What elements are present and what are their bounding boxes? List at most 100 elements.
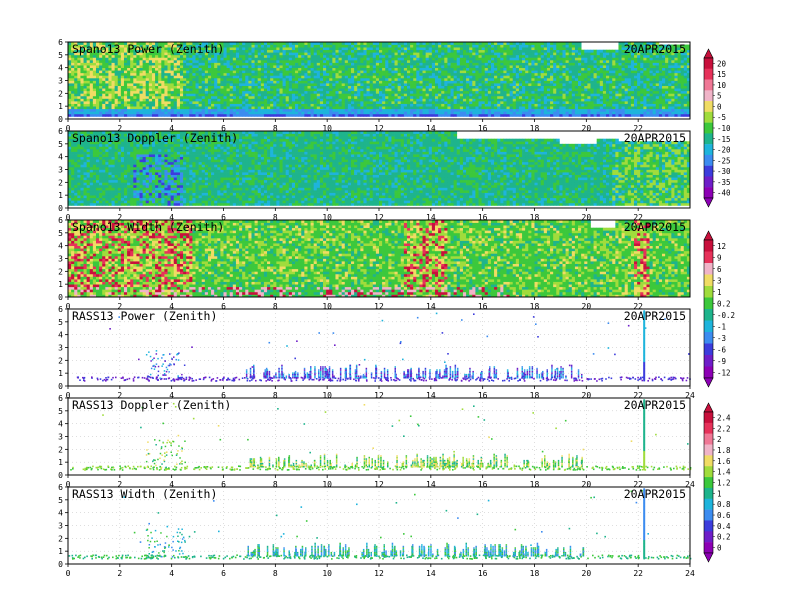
heatmap-cell <box>179 59 184 63</box>
heatmap-cell <box>497 62 501 66</box>
heatmap-cell <box>431 47 436 51</box>
heatmap-cell <box>490 93 495 97</box>
heatmap-cell <box>506 98 510 102</box>
heatmap-cell <box>105 62 109 66</box>
heatmap-cell <box>354 54 358 58</box>
heatmap-cell <box>462 77 467 81</box>
heatmap-cell <box>354 98 358 102</box>
heatmap-cell <box>512 93 517 97</box>
heatmap-cell <box>509 95 514 99</box>
heatmap-cell <box>295 65 299 69</box>
heatmap-cell <box>475 80 479 84</box>
heatmap-cell <box>102 65 106 69</box>
heatmap-cell <box>282 42 287 45</box>
heatmap-cell <box>506 72 510 76</box>
heatmap-cell <box>204 62 209 66</box>
heatmap-cell <box>410 90 414 94</box>
heatmap-cell <box>71 103 75 107</box>
heatmap-cell <box>341 54 346 58</box>
heatmap-cell <box>77 83 81 86</box>
heatmap-cell <box>366 111 371 115</box>
heatmap-cell <box>456 65 461 69</box>
heatmap-cell <box>475 70 479 74</box>
heatmap-cell <box>217 80 221 84</box>
heatmap-cell <box>291 62 296 66</box>
heatmap-cell <box>484 88 489 92</box>
heatmap-cell <box>136 111 140 115</box>
heatmap-cell <box>385 49 389 53</box>
heatmap-cell <box>99 108 103 112</box>
heatmap-cell <box>80 70 84 74</box>
heatmap-cell <box>71 85 75 89</box>
heatmap-cell <box>245 106 249 110</box>
heatmap-cell <box>366 106 371 110</box>
heatmap-cell <box>357 75 361 79</box>
heatmap-cell <box>606 111 610 115</box>
heatmap-cell <box>596 57 601 61</box>
heatmap-cell <box>226 65 231 69</box>
heatmap-cell <box>295 101 299 104</box>
heatmap-cell <box>509 83 514 86</box>
heatmap-cell <box>179 67 184 71</box>
heatmap-cell <box>506 95 510 99</box>
heatmap-cell <box>515 52 520 56</box>
heatmap-cell <box>111 42 115 45</box>
heatmap-cell <box>531 44 535 48</box>
heatmap-cell <box>360 95 364 99</box>
heatmap-cell <box>419 108 423 112</box>
heatmap-cell <box>77 54 81 58</box>
heatmap-cell <box>164 77 168 81</box>
heatmap-cell <box>263 57 268 61</box>
heatmap-cell <box>285 106 290 110</box>
heatmap-cell <box>363 108 367 112</box>
heatmap-cell <box>537 106 542 110</box>
heatmap-cell <box>428 70 433 74</box>
heatmap-cell <box>186 44 190 48</box>
heatmap-cell <box>120 93 125 97</box>
heatmap-cell <box>478 59 482 63</box>
heatmap-cell <box>235 90 240 94</box>
heatmap-cell <box>316 47 321 51</box>
heatmap-cell <box>559 93 563 97</box>
heatmap-cell <box>590 57 594 61</box>
heatmap-cell <box>478 42 482 45</box>
heatmap-cell <box>285 62 290 66</box>
heatmap-cell <box>276 70 280 74</box>
heatmap-cell <box>344 111 349 115</box>
heatmap-cell <box>145 83 150 86</box>
heatmap-cell <box>291 77 296 81</box>
heatmap-cell <box>117 95 122 99</box>
heatmap-cell <box>204 98 209 102</box>
heatmap-cell <box>590 67 594 71</box>
heatmap-cell <box>512 95 517 99</box>
heatmap-cell <box>263 101 268 104</box>
heatmap-cell <box>189 75 193 79</box>
heatmap-cell <box>295 103 299 107</box>
heatmap-cell <box>497 88 501 92</box>
heatmap-cell <box>444 90 448 94</box>
heatmap-cell <box>68 67 72 71</box>
heatmap-cell <box>372 77 377 81</box>
heatmap-cell <box>148 90 153 94</box>
heatmap-cell <box>382 88 386 92</box>
heatmap-cell <box>515 42 520 45</box>
heatmap-cell <box>114 95 119 99</box>
heatmap-cell <box>248 83 252 86</box>
heatmap-cell <box>195 103 199 107</box>
heatmap-cell <box>500 113 504 117</box>
heatmap-cell <box>151 62 156 66</box>
heatmap-cell <box>158 106 162 110</box>
heatmap-cell <box>189 59 193 63</box>
heatmap-cell <box>397 75 402 79</box>
heatmap-cell <box>537 93 542 97</box>
heatmap-cell <box>136 106 140 110</box>
heatmap-cell <box>229 103 234 107</box>
heatmap-cell <box>71 101 75 104</box>
heatmap-cell <box>512 72 517 76</box>
heatmap-cell <box>500 90 504 94</box>
heatmap-cell <box>179 85 184 89</box>
heatmap-cell <box>413 98 417 102</box>
heatmap-cell <box>239 54 243 58</box>
heatmap-cell <box>226 59 231 63</box>
